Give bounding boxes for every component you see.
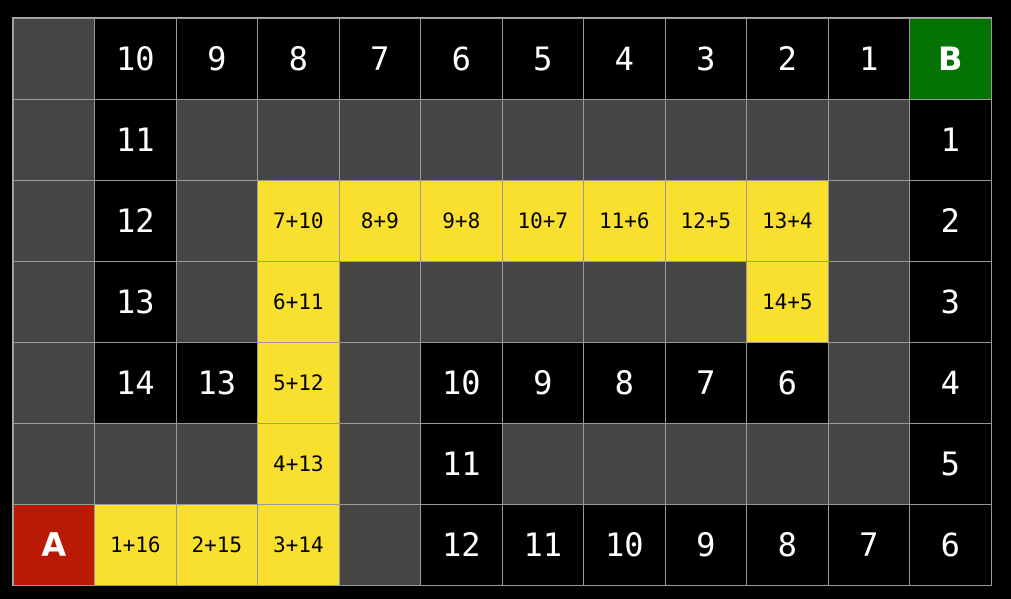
open-cell: 7 — [827, 503, 910, 586]
wall-cell — [12, 17, 95, 100]
wall-cell — [827, 179, 910, 262]
wall-cell — [420, 260, 503, 343]
wall-cell — [583, 98, 666, 181]
open-cell: 6 — [746, 341, 829, 424]
wall-cell — [338, 341, 421, 424]
path-cell: 12+5 — [664, 179, 747, 262]
path-cell: 9+8 — [420, 179, 503, 262]
path-cell: 11+6 — [583, 179, 666, 262]
pathfinding-grid: 10 9 8 7 6 5 4 3 2 1 B 11 1 12 7+10 8+9 9+8 10+7 11+6 12+5 1… — [12, 17, 992, 586]
open-cell: 6 — [909, 503, 992, 586]
wall-cell — [338, 98, 421, 181]
path-cell: 10+7 — [501, 179, 584, 262]
wall-cell — [664, 422, 747, 505]
path-cell: 4+13 — [257, 422, 340, 505]
path-cell: 6+11 — [257, 260, 340, 343]
wall-cell — [664, 98, 747, 181]
open-cell: 14 — [94, 341, 177, 424]
open-cell: 10 — [583, 503, 666, 586]
open-cell: 8 — [746, 503, 829, 586]
path-cell: 8+9 — [338, 179, 421, 262]
wall-cell — [175, 260, 258, 343]
wall-cell — [501, 422, 584, 505]
wall-cell — [420, 98, 503, 181]
open-cell: 6 — [420, 17, 503, 100]
open-cell: 9 — [501, 341, 584, 424]
path-cell: 7+10 — [257, 179, 340, 262]
wall-cell — [175, 98, 258, 181]
wall-cell — [12, 260, 95, 343]
wall-cell — [338, 503, 421, 586]
path-cell: 13+4 — [746, 179, 829, 262]
open-cell: 3 — [909, 260, 992, 343]
open-cell: 9 — [664, 503, 747, 586]
wall-cell — [501, 98, 584, 181]
path-cell: 14+5 — [746, 260, 829, 343]
wall-cell — [257, 98, 340, 181]
wall-cell — [583, 260, 666, 343]
wall-cell — [338, 422, 421, 505]
open-cell: 11 — [94, 98, 177, 181]
open-cell: 9 — [175, 17, 258, 100]
wall-cell — [746, 98, 829, 181]
open-cell: 11 — [501, 503, 584, 586]
open-cell: 13 — [94, 260, 177, 343]
path-cell: 1+16 — [94, 503, 177, 586]
wall-cell — [12, 341, 95, 424]
wall-cell — [94, 422, 177, 505]
open-cell: 12 — [94, 179, 177, 262]
wall-cell — [175, 179, 258, 262]
wall-cell — [12, 422, 95, 505]
wall-cell — [12, 98, 95, 181]
wall-cell — [827, 260, 910, 343]
wall-cell — [827, 422, 910, 505]
open-cell: 10 — [420, 341, 503, 424]
wall-cell — [827, 98, 910, 181]
open-cell: 5 — [909, 422, 992, 505]
wall-cell — [175, 422, 258, 505]
open-cell: 2 — [909, 179, 992, 262]
wall-cell — [664, 260, 747, 343]
open-cell: 11 — [420, 422, 503, 505]
open-cell: 13 — [175, 341, 258, 424]
open-cell: 7 — [338, 17, 421, 100]
wall-cell — [501, 260, 584, 343]
wall-cell — [583, 422, 666, 505]
path-cell: 5+12 — [257, 341, 340, 424]
open-cell: 2 — [746, 17, 829, 100]
open-cell: 1 — [909, 98, 992, 181]
open-cell: 12 — [420, 503, 503, 586]
wall-cell — [827, 341, 910, 424]
open-cell: 4 — [909, 341, 992, 424]
start-cell: A — [12, 503, 95, 586]
open-cell: 7 — [664, 341, 747, 424]
open-cell: 5 — [501, 17, 584, 100]
goal-cell: B — [909, 17, 992, 100]
open-cell: 4 — [583, 17, 666, 100]
open-cell: 10 — [94, 17, 177, 100]
path-cell: 2+15 — [175, 503, 258, 586]
path-cell: 3+14 — [257, 503, 340, 586]
open-cell: 8 — [583, 341, 666, 424]
wall-cell — [338, 260, 421, 343]
open-cell: 1 — [827, 17, 910, 100]
open-cell: 8 — [257, 17, 340, 100]
wall-cell — [746, 422, 829, 505]
wall-cell — [12, 179, 95, 262]
open-cell: 3 — [664, 17, 747, 100]
